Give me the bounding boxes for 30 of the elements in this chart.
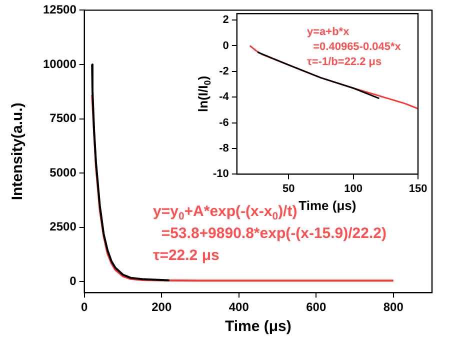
y-tick-label: -8 bbox=[219, 142, 229, 155]
annotation: τ=22.2 μs bbox=[153, 247, 220, 264]
x-tick-label: 150 bbox=[408, 182, 428, 195]
y-tick-label: 10000 bbox=[42, 56, 77, 71]
x-tick-label: 600 bbox=[306, 300, 326, 314]
y-tick-label: -2 bbox=[219, 65, 229, 78]
x-axis-title: Time (μs) bbox=[298, 198, 356, 213]
y-tick-label: 0 bbox=[222, 40, 229, 52]
annotation: y=a+b*x bbox=[307, 26, 350, 38]
annotation: τ=-1/b=22.2 μs bbox=[307, 56, 382, 68]
y-tick-label: 12500 bbox=[42, 2, 77, 17]
x-tick-label: 0 bbox=[81, 300, 88, 314]
y-tick-label: -10 bbox=[212, 168, 229, 180]
y-tick-label: 2500 bbox=[50, 220, 77, 234]
y-tick-label: 5000 bbox=[50, 165, 77, 180]
y-tick-label: 2 bbox=[222, 14, 229, 26]
x-tick-label: 50 bbox=[282, 182, 295, 195]
y-axis-title: Intensity(a.u.) bbox=[9, 102, 26, 200]
y-tick-label: 7500 bbox=[50, 111, 77, 126]
y-tick-label: -6 bbox=[219, 116, 229, 129]
annotation: =0.40965-0.045*x bbox=[307, 41, 402, 54]
x-axis-title: Time (μs) bbox=[224, 318, 292, 336]
annotation: =53.8+9890.8*exp(-(x-15.9)/22.2) bbox=[153, 225, 386, 242]
x-tick-label: 400 bbox=[228, 300, 250, 314]
y-axis-title: ln(I/I0) bbox=[196, 76, 212, 112]
y-tick-label: 0 bbox=[70, 274, 77, 288]
x-tick-label: 800 bbox=[383, 300, 404, 314]
x-tick-label: 100 bbox=[344, 182, 362, 195]
y-tick-label: -4 bbox=[219, 91, 230, 104]
x-tick-label: 200 bbox=[152, 300, 172, 314]
